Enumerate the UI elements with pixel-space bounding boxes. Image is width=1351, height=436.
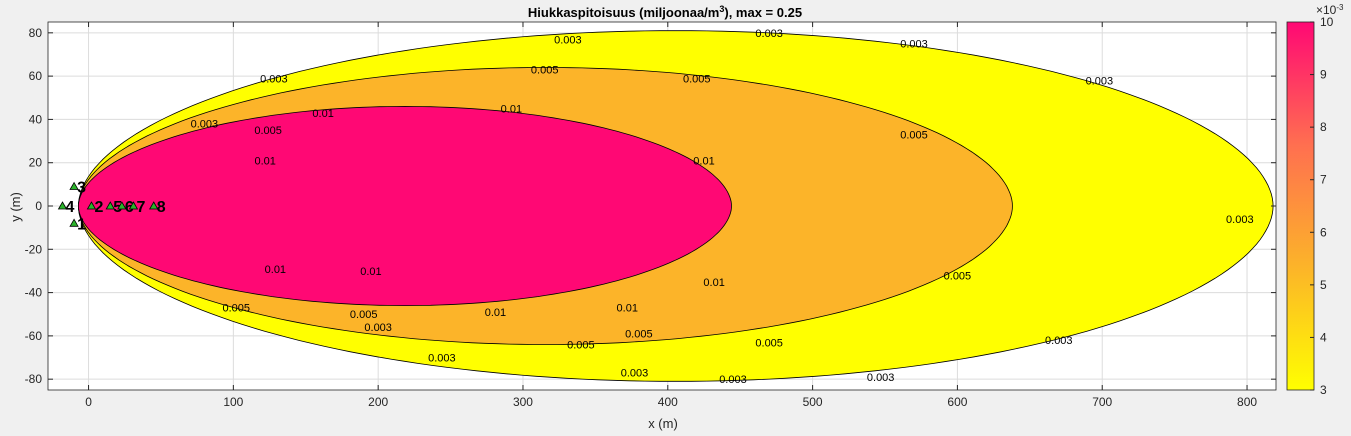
x-tick-label: 700: [1092, 395, 1112, 409]
y-tick-label: 0: [35, 199, 42, 213]
source-label: 2: [94, 199, 103, 216]
source-marker: [105, 201, 115, 210]
contour-label: 0.01: [312, 108, 333, 120]
source-marker: [86, 201, 97, 210]
source-marker: [128, 201, 139, 210]
y-tick-label: -40: [25, 286, 43, 300]
contour-label: 0.003: [1226, 214, 1254, 226]
contour-label: 0.005: [755, 337, 783, 349]
colorbar-tick-label: 8: [1320, 120, 1327, 134]
source-label: 3: [77, 180, 86, 197]
x-axis-label: x (m): [648, 416, 678, 431]
contour-label: 0.003: [755, 28, 783, 40]
contour-label: 0.01: [501, 104, 522, 116]
contour-label: 0.01: [360, 266, 381, 278]
y-tick-label: 80: [29, 26, 43, 40]
y-tick-label: 20: [29, 156, 43, 170]
contour-label: 0.005: [567, 340, 595, 352]
contour-label: 0.003: [719, 374, 747, 386]
contour-label: 0.003: [428, 353, 456, 365]
contour-label: 0.005: [531, 65, 559, 77]
ticks: 0 100 200 300 400 500 600 700 800-80-60-40-20020…: [25, 22, 1276, 409]
y-tick-label: -60: [25, 329, 43, 343]
contour-label: 0.003: [1045, 335, 1073, 347]
colorbar-tick-label: 7: [1320, 173, 1327, 187]
x-tick-label: 100: [223, 395, 243, 409]
x-tick-label: 800: [1237, 395, 1257, 409]
x-tick-label: 400: [658, 395, 678, 409]
contour-label: 0.003: [191, 119, 219, 131]
contour-label: 0.003: [1086, 75, 1114, 87]
contour-label: 0.003: [900, 39, 928, 51]
x-tick-label: 300: [513, 395, 533, 409]
source-label: 4: [65, 199, 74, 216]
contour-label: 0.01: [485, 307, 506, 319]
colorbar-tick-label: 5: [1320, 278, 1327, 292]
chart-title: Hiukkaspitoisuus (miljoonaa/m3), max = 0…: [528, 4, 802, 20]
x-tick-label: 500: [803, 395, 823, 409]
contour-label: 0.01: [255, 156, 276, 168]
contour-label: 0.005: [683, 73, 711, 85]
contour-label: 0.005: [944, 270, 972, 282]
contour-label: 0.01: [617, 303, 638, 315]
source-marker: [69, 218, 79, 227]
y-tick-label: 40: [29, 112, 43, 126]
y-axis-label: y (m): [8, 192, 23, 222]
source-label: 1: [77, 216, 86, 233]
contour-labels: 0.003 0.003 0.003 0.003 0.003 0.003 0.003 0.003…: [191, 28, 1254, 386]
contour-label: 0.005: [900, 130, 928, 142]
contour-label: 0.005: [222, 303, 250, 315]
y-tick-label: -20: [25, 242, 43, 256]
contour-plot-area[interactable]: 0.003 0.003 0.003 0.003 0.003 0.003 0.003 0.003…: [25, 21, 1277, 409]
contour-label: 0.003: [260, 73, 288, 85]
colorbar-tick-label: 9: [1320, 68, 1327, 82]
x-tick-label: 0: [85, 395, 92, 409]
colorbar-exponent: ×10-3: [1316, 3, 1344, 18]
contour-label: 0.003: [867, 372, 895, 384]
sources: 43 12 5 6 7 8: [57, 180, 166, 233]
contour-label: 0.01: [703, 277, 724, 289]
source-label: 5: [113, 199, 122, 216]
contour-label: 0.003: [621, 368, 649, 380]
source-label: 8: [157, 199, 166, 216]
y-tick-label: -80: [25, 372, 43, 386]
colorbar-scale: [1286, 21, 1315, 391]
x-tick-label: 600: [947, 395, 967, 409]
contour-label: 0.003: [554, 34, 582, 46]
source-marker: [57, 201, 68, 210]
contour-label: 0.005: [254, 125, 282, 137]
colorbar-tick-label: 3: [1320, 383, 1327, 397]
source-label: 7: [136, 199, 145, 216]
contour-regions: [77, 30, 1274, 382]
contour-label: 0.005: [625, 329, 653, 341]
colorbar-tick-label: 6: [1320, 225, 1327, 239]
source-marker: [69, 181, 79, 190]
colorbar-tick-label: 10: [1320, 15, 1334, 29]
contour-label: 0.003: [364, 322, 392, 334]
colorbar-tick-label: 4: [1320, 330, 1327, 344]
source-marker: [117, 201, 127, 210]
y-tick-label: 60: [29, 69, 43, 83]
colorbar: 3 4 5 6 7 8 9 10×10-3: [1286, 3, 1344, 397]
contour-label: 0.005: [350, 309, 378, 321]
source-marker: [149, 201, 159, 210]
x-tick-label: 200: [368, 395, 388, 409]
contour-level-0.01: [77, 105, 732, 307]
contour-label: 0.01: [693, 156, 714, 168]
source-label: 6: [125, 199, 134, 216]
contour-label: 0.01: [265, 264, 286, 276]
